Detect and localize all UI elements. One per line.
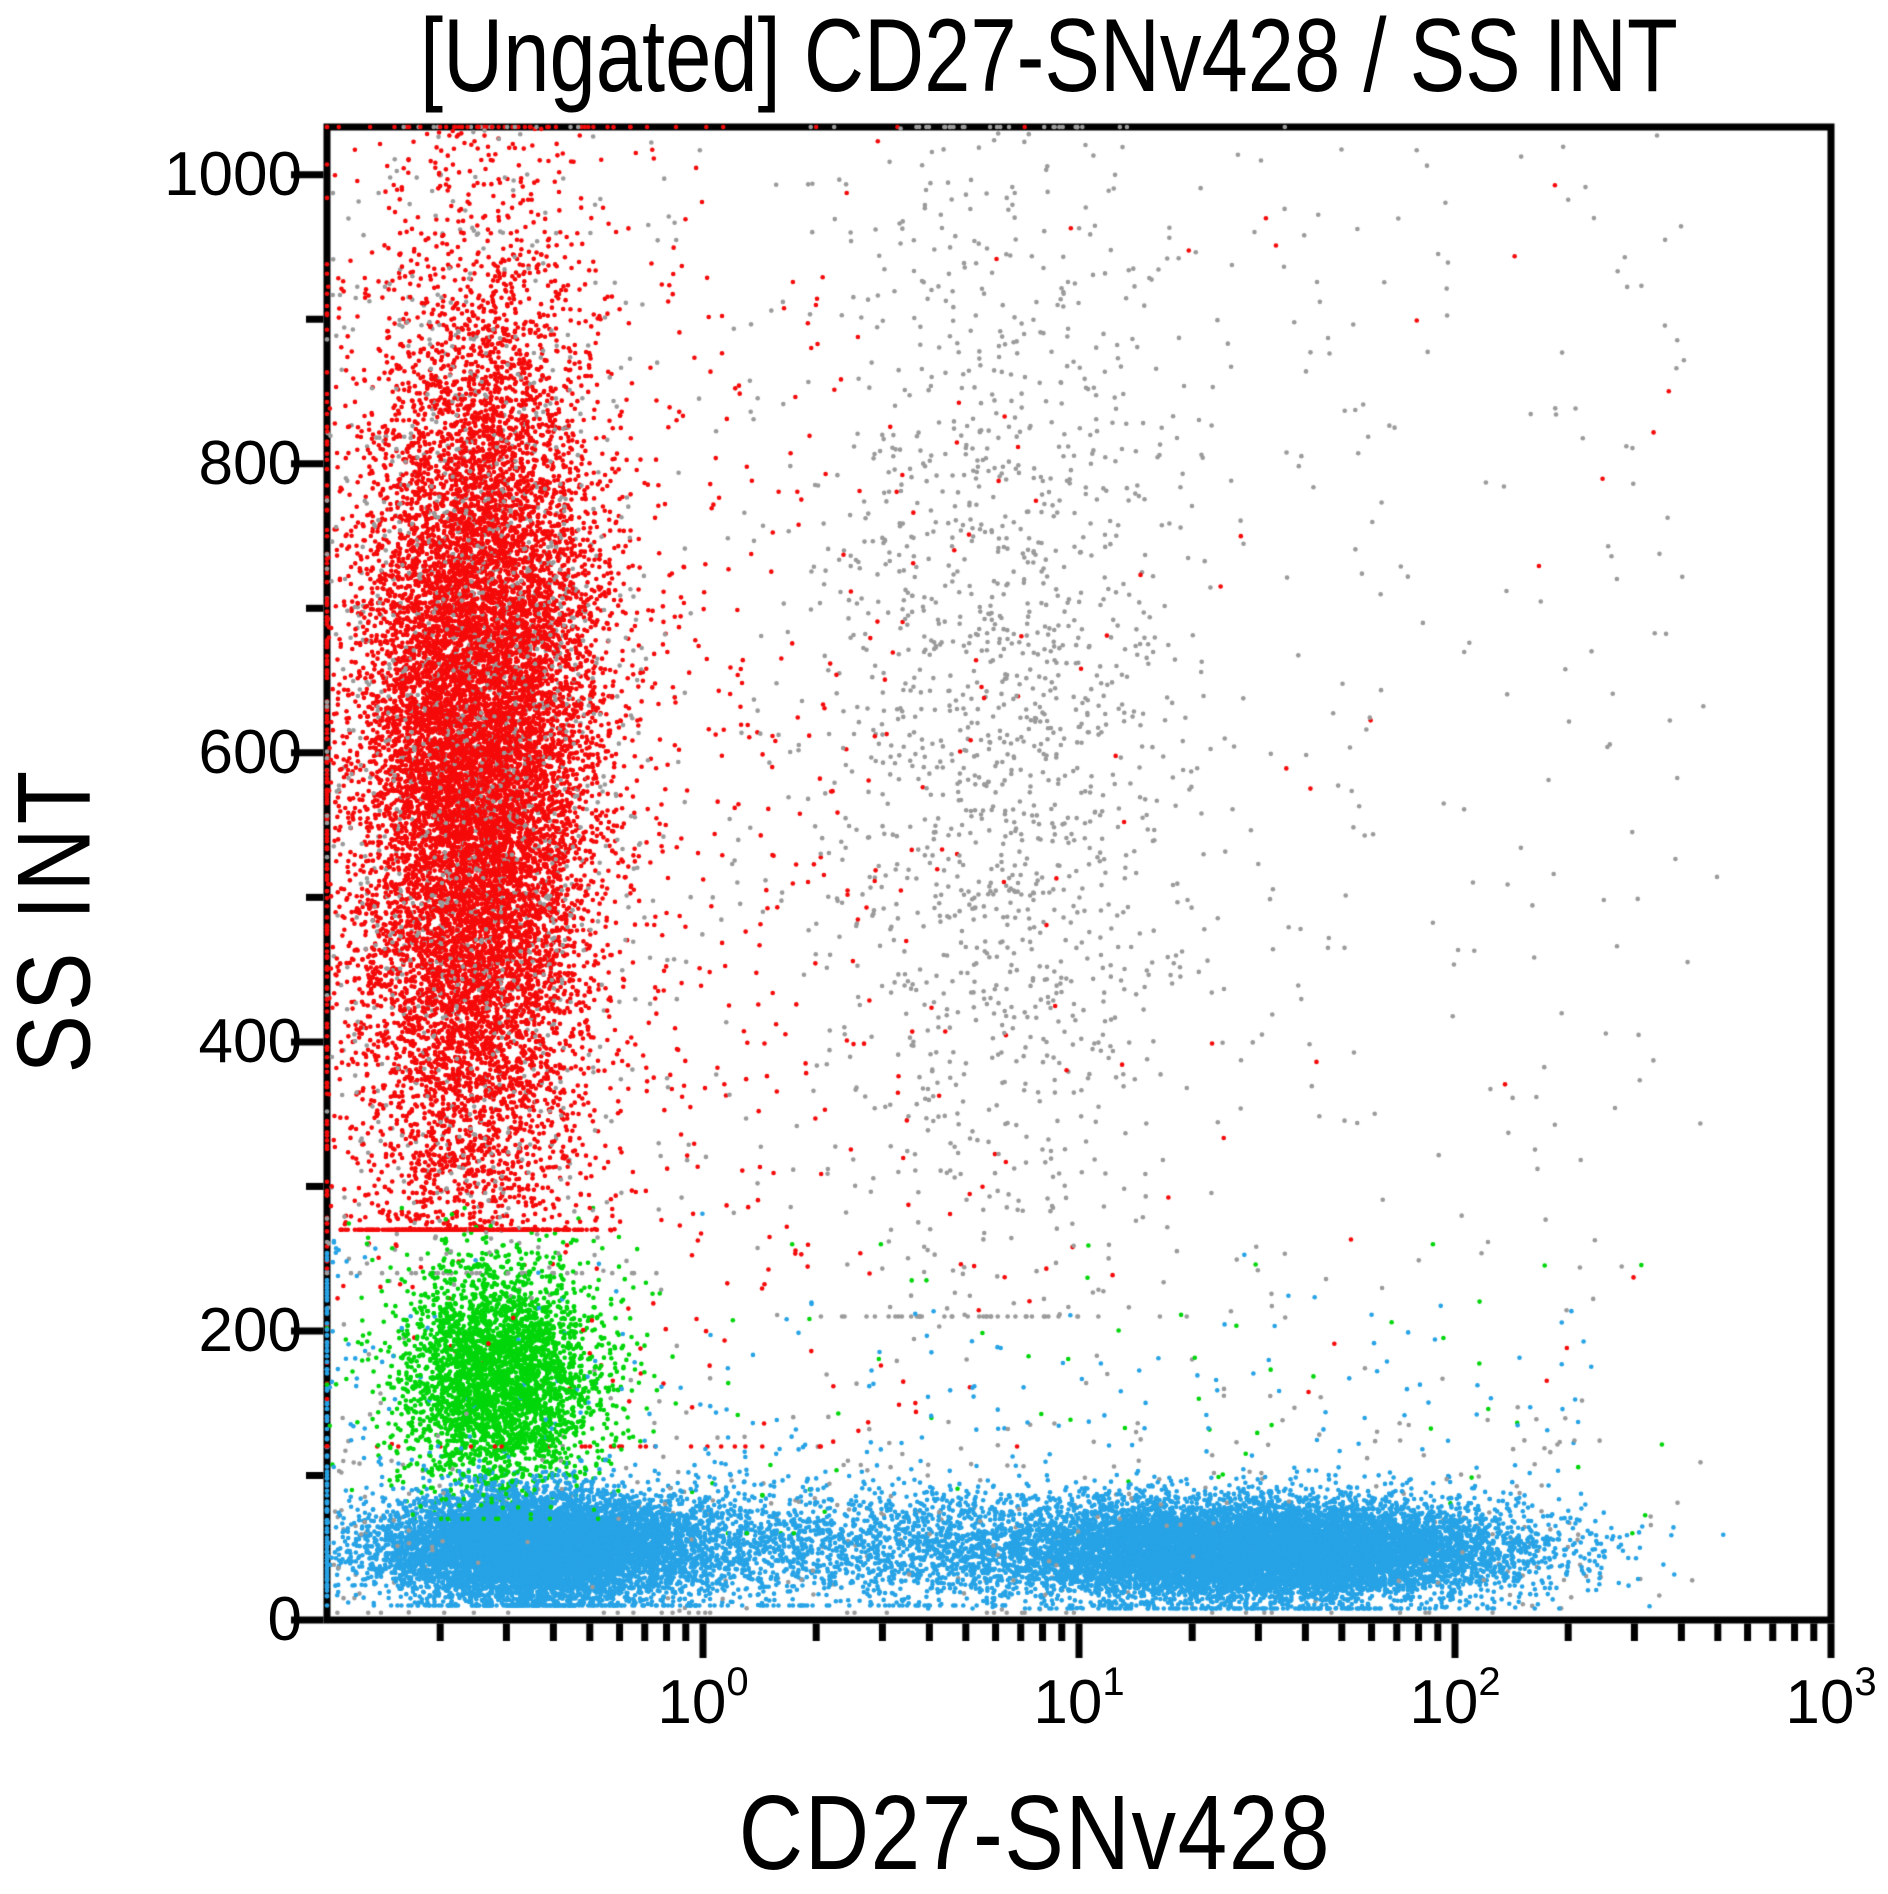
x-axis-tick-label: 100 xyxy=(657,1660,749,1737)
y-axis-tick-label: 0 xyxy=(267,1585,302,1654)
x-axis-label: CD27-SNv428 xyxy=(738,1774,1332,1892)
y-axis-tick-label: 600 xyxy=(198,717,302,787)
x-axis-tick-label: 101 xyxy=(1033,1660,1125,1737)
y-axis-tick-label: 800 xyxy=(198,428,302,498)
chart-title: [Ungated] CD27-SNv428 / SS INT xyxy=(420,0,1678,114)
y-axis-tick-label: 200 xyxy=(198,1295,302,1365)
x-axis-tick-label: 102 xyxy=(1409,1660,1501,1737)
y-axis-tick-label: 1000 xyxy=(164,139,302,209)
y-axis-tick-label: 400 xyxy=(198,1006,302,1076)
x-axis-tick-label: 103 xyxy=(1785,1660,1877,1737)
